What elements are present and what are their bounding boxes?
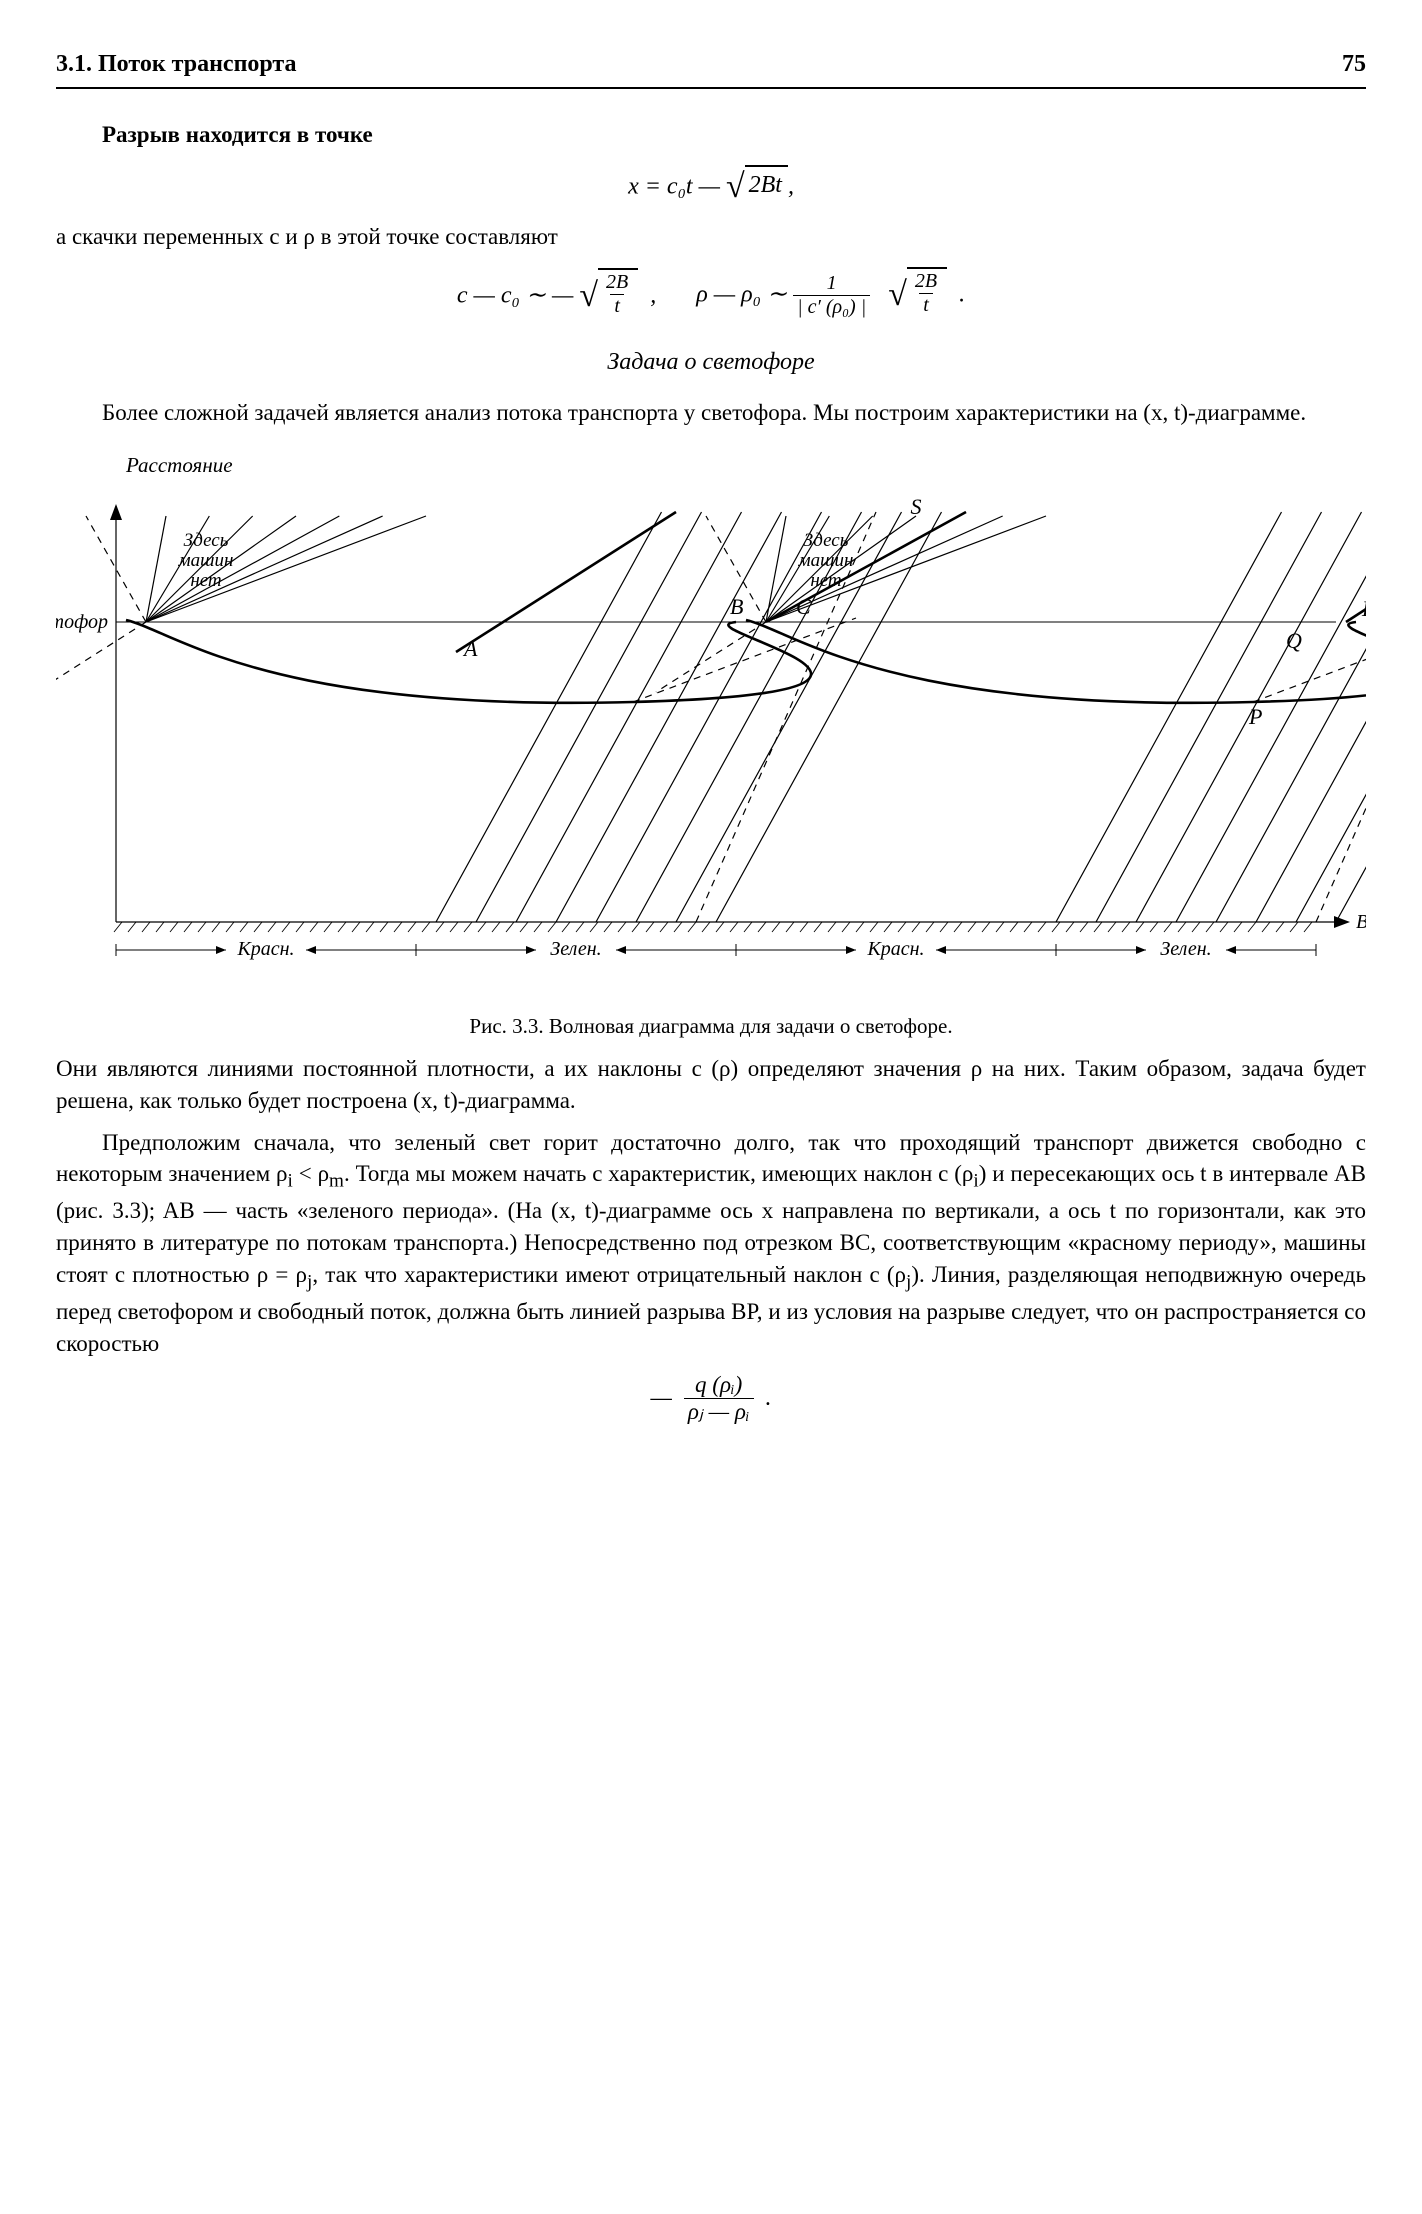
paragraph: а скачки переменных c и ρ в этой точке с… (56, 221, 1366, 253)
svg-text:P: P (1248, 704, 1262, 729)
svg-text:C: C (796, 594, 811, 619)
p2-text: а скачки переменных c и ρ в этой точке с… (56, 224, 558, 249)
svg-text:Здесь: Здесь (804, 530, 849, 551)
p3-text: Более сложной задачей является анализ по… (102, 400, 1306, 425)
p1-text: Разрыв находится в точке (102, 122, 373, 147)
page-number: 75 (1342, 48, 1366, 81)
eq1-comma: , (788, 173, 794, 199)
figure-caption: Рис. 3.3. Волновая диаграмма для задачи … (56, 1012, 1366, 1041)
wave-diagram-svg: Светофор Время Красн. Зелен. Красн. Зелен. Зде… (56, 482, 1366, 1002)
paragraph: Они являются линиями постоянной плотност… (56, 1053, 1366, 1116)
eq2-left: c — c₀ ∼ — √ 2B t , (457, 268, 656, 317)
paragraph: Разрыв находится в точке (56, 119, 1366, 151)
svg-text:нет: нет (190, 570, 221, 591)
equation-3: — q (ρᵢ) ρⱼ — ρᵢ . (56, 1373, 1366, 1424)
svg-text:Время: Время (1356, 911, 1366, 933)
eq2-right: ρ — ρ₀ ∼ 1 | c′ (ρ₀) | √ 2B t . (696, 267, 965, 318)
subsection-title: Задача о светофоре (56, 346, 1366, 379)
svg-text:Красн.: Красн. (866, 938, 924, 960)
svg-text:Красн.: Красн. (236, 938, 294, 960)
svg-text:Здесь: Здесь (184, 530, 229, 551)
fig-y-top-label: Расстояние (126, 451, 1366, 480)
eq1-lhs: x = (628, 173, 661, 199)
svg-text:Зелен.: Зелен. (1160, 938, 1211, 960)
paragraph: Предположим сначала, что зеленый свет го… (56, 1127, 1366, 1360)
svg-text:Q: Q (1286, 628, 1302, 653)
equation-1: x = c₀t — √2Bt , (56, 165, 1366, 203)
page-header: 3.1. Поток транспорта 75 (56, 48, 1366, 89)
eq1-sqrt: √2Bt (726, 165, 788, 202)
paragraph: Более сложной задачей является анализ по… (56, 397, 1366, 429)
svg-text:Зелен.: Зелен. (550, 938, 601, 960)
p4-text: Они являются линиями постоянной плотност… (56, 1056, 1366, 1113)
eq1-c0t: c₀t (667, 173, 693, 199)
eq1-minus: — (699, 173, 726, 199)
svg-text:машин: машин (178, 550, 234, 571)
svg-text:Светофор: Светофор (56, 611, 108, 633)
svg-text:машин: машин (798, 550, 854, 571)
equation-2: c — c₀ ∼ — √ 2B t , ρ — ρ₀ ∼ 1 | c′ (ρ₀)… (56, 267, 1366, 318)
section-label: 3.1. Поток транспорта (56, 48, 297, 81)
svg-text:D: D (1361, 596, 1366, 621)
figure-3-3: Расстояние Светофор Время Красн. Зелен. Крас… (56, 451, 1366, 1041)
svg-text:B: B (730, 594, 743, 619)
svg-text:S: S (911, 494, 922, 519)
